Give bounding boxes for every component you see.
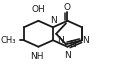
Text: N: N: [64, 50, 71, 59]
Text: N: N: [50, 16, 57, 25]
Text: NH: NH: [31, 52, 44, 61]
Text: N: N: [57, 36, 64, 45]
Text: N: N: [82, 36, 89, 45]
Text: N: N: [69, 40, 75, 49]
Text: O: O: [64, 3, 71, 12]
Text: OH: OH: [32, 5, 45, 14]
Text: CH₃: CH₃: [1, 36, 16, 45]
